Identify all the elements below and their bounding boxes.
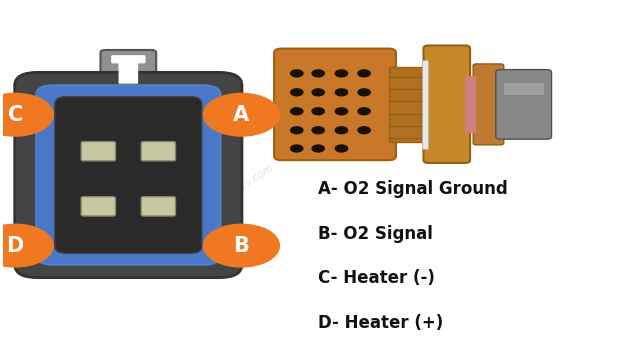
- FancyBboxPatch shape: [101, 50, 156, 90]
- FancyBboxPatch shape: [36, 85, 221, 265]
- Circle shape: [336, 127, 347, 134]
- Circle shape: [312, 145, 324, 152]
- Circle shape: [290, 145, 303, 152]
- Text: D: D: [7, 236, 24, 256]
- Bar: [422, 60, 428, 149]
- FancyBboxPatch shape: [274, 49, 396, 160]
- Circle shape: [203, 93, 279, 136]
- Circle shape: [290, 108, 303, 115]
- Circle shape: [290, 127, 303, 134]
- Circle shape: [336, 145, 347, 152]
- FancyBboxPatch shape: [15, 72, 242, 278]
- FancyBboxPatch shape: [81, 197, 116, 216]
- FancyBboxPatch shape: [111, 55, 145, 63]
- Bar: [389, 67, 422, 142]
- Circle shape: [312, 108, 324, 115]
- FancyBboxPatch shape: [119, 60, 138, 84]
- Text: B- O2 Signal: B- O2 Signal: [318, 225, 433, 243]
- Text: C: C: [7, 105, 23, 125]
- FancyBboxPatch shape: [141, 142, 176, 161]
- Text: A- O2 Signal Ground: A- O2 Signal Ground: [318, 180, 508, 198]
- Text: A: A: [234, 105, 250, 125]
- Circle shape: [312, 127, 324, 134]
- Text: C- Heater (-): C- Heater (-): [318, 270, 435, 287]
- Circle shape: [312, 89, 324, 96]
- Circle shape: [358, 89, 370, 96]
- Circle shape: [203, 224, 279, 267]
- Text: easyautodiagnostics.com: easyautodiagnostics.com: [159, 162, 275, 243]
- Circle shape: [0, 93, 53, 136]
- Circle shape: [358, 70, 370, 77]
- Text: D- Heater (+): D- Heater (+): [318, 314, 444, 332]
- Circle shape: [358, 127, 370, 134]
- Circle shape: [290, 89, 303, 96]
- Circle shape: [336, 70, 347, 77]
- Bar: [465, 76, 476, 133]
- Text: B: B: [234, 236, 250, 256]
- FancyBboxPatch shape: [423, 46, 470, 163]
- FancyBboxPatch shape: [496, 70, 551, 139]
- Circle shape: [0, 224, 53, 267]
- Circle shape: [358, 108, 370, 115]
- Circle shape: [336, 89, 347, 96]
- Circle shape: [336, 108, 347, 115]
- FancyBboxPatch shape: [141, 197, 176, 216]
- FancyBboxPatch shape: [55, 97, 202, 253]
- Circle shape: [290, 70, 303, 77]
- Circle shape: [312, 70, 324, 77]
- FancyBboxPatch shape: [473, 64, 504, 145]
- FancyBboxPatch shape: [81, 142, 116, 161]
- Bar: [504, 83, 544, 95]
